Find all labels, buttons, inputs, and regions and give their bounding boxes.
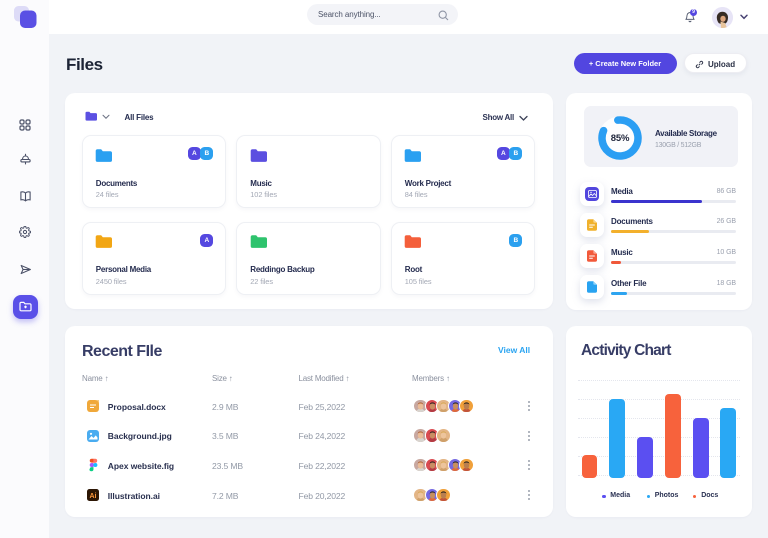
- svg-text:Ai: Ai: [90, 493, 97, 500]
